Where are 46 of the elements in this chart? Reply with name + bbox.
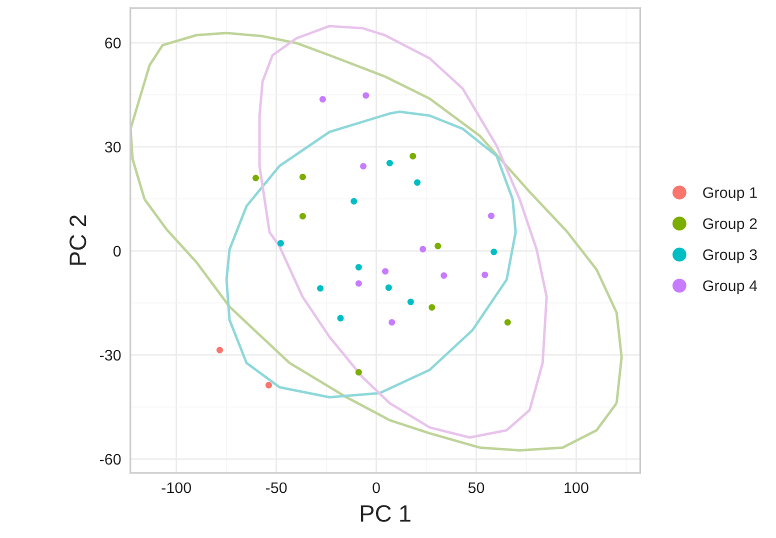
point — [337, 314, 344, 322]
point — [440, 272, 448, 279]
point — [482, 272, 488, 278]
point — [420, 246, 426, 252]
x-tick-label: 0 — [372, 482, 380, 494]
x-tick-label: -100 — [162, 482, 192, 494]
point — [319, 96, 326, 103]
point — [299, 212, 306, 220]
point — [299, 174, 306, 180]
x-tick-label: 100 — [564, 482, 588, 494]
y-tick-label: -60 — [100, 454, 121, 465]
point — [488, 212, 495, 220]
legend-label: Group 4 — [703, 280, 758, 294]
point — [277, 240, 284, 247]
point — [490, 248, 498, 256]
point — [252, 174, 259, 182]
point — [410, 152, 416, 160]
point — [388, 319, 396, 326]
y-axis-title: PC 2 — [70, 215, 86, 265]
point — [434, 242, 442, 250]
point — [407, 298, 414, 306]
point — [428, 304, 436, 311]
point — [414, 179, 421, 186]
point — [504, 319, 511, 326]
point — [355, 280, 362, 287]
y-tick-label: -30 — [100, 350, 121, 361]
point — [362, 92, 370, 99]
point — [386, 160, 393, 166]
x-tick-label: -50 — [266, 482, 287, 494]
point — [350, 198, 358, 205]
point — [355, 264, 362, 270]
y-tick-label: 0 — [113, 246, 121, 257]
point — [360, 162, 367, 170]
y-tick-label: 60 — [105, 38, 121, 48]
legend-label: Group 2 — [703, 218, 757, 232]
point — [317, 285, 324, 292]
y-tick-label: 30 — [104, 142, 121, 153]
legend-label: Group 3 — [703, 249, 757, 264]
legend-label: Group 1 — [703, 187, 757, 202]
point — [265, 382, 272, 388]
point — [216, 346, 223, 354]
point — [385, 284, 392, 291]
point — [382, 268, 389, 275]
point — [355, 369, 362, 376]
x-tick-label: 50 — [468, 482, 484, 494]
x-axis-title: PC 1 — [360, 505, 410, 522]
